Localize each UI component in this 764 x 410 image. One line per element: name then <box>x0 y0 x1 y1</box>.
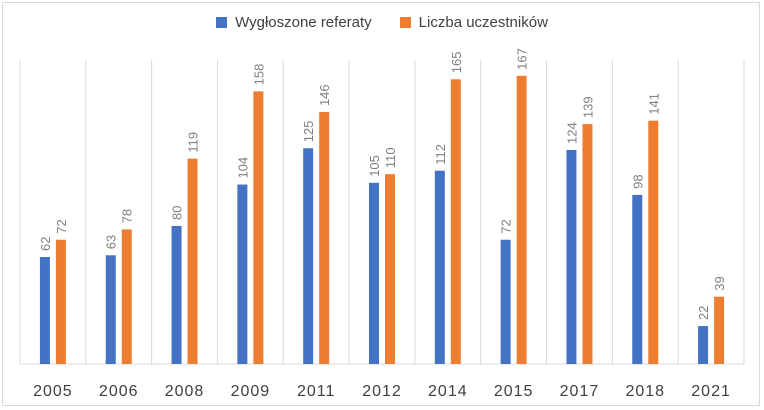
bar-2018-series-1 <box>632 194 643 364</box>
x-tick-label-2021: 2021 <box>691 383 731 400</box>
bar-2006-series-1 <box>105 255 116 364</box>
data-label-2008-series-2: 119 <box>186 132 201 153</box>
bar-2021-series-1 <box>698 326 709 364</box>
bar-2015-series-1 <box>500 239 511 364</box>
data-label-2011-series-1: 125 <box>301 121 316 143</box>
bar-2017-series-1 <box>566 150 577 364</box>
data-label-2015-series-1: 72 <box>499 219 514 233</box>
data-label-2017-series-2: 139 <box>580 96 595 118</box>
data-label-2014-series-1: 112 <box>433 144 448 165</box>
x-tick-label-2014: 2014 <box>428 383 468 400</box>
x-tick-label-2006: 2006 <box>99 383 139 400</box>
data-label-2005-series-1: 62 <box>38 237 53 251</box>
data-label-2009-series-2: 158 <box>251 64 266 86</box>
data-label-2018-series-2: 141 <box>646 93 661 115</box>
bar-2011-series-2 <box>319 112 330 364</box>
data-label-2009-series-1: 104 <box>235 157 250 179</box>
x-tick-label-2005: 2005 <box>33 383 73 400</box>
legend: Wygłoszone referaty Liczba uczestników <box>0 14 764 31</box>
bar-2014-series-1 <box>434 170 445 364</box>
data-label-2012-series-1: 105 <box>367 155 382 177</box>
legend-label-series-1: Wygłoszone referaty <box>235 14 372 31</box>
data-label-2008-series-1: 80 <box>170 205 185 219</box>
data-label-2021-series-2: 39 <box>712 276 727 290</box>
data-label-2014-series-2: 165 <box>449 52 464 74</box>
data-label-2011-series-2: 146 <box>317 84 332 106</box>
bar-2005-series-2 <box>55 239 66 364</box>
bar-2011-series-1 <box>303 148 314 364</box>
bar-2012-series-1 <box>369 182 379 364</box>
x-tick-label-2018: 2018 <box>625 383 665 400</box>
bar-2021-series-2 <box>714 296 725 364</box>
legend-swatch-series-2 <box>399 17 411 28</box>
legend-label-series-2: Liczba uczestników <box>418 14 548 31</box>
bar-2014-series-2 <box>450 79 461 364</box>
bar-2018-series-2 <box>648 120 659 364</box>
data-label-2018-series-1: 98 <box>630 174 645 188</box>
bar-2006-series-2 <box>121 229 132 364</box>
legend-item-series-1: Wygłoszone referaty <box>216 14 372 31</box>
bar-2017-series-2 <box>582 124 593 364</box>
data-label-2012-series-2: 110 <box>383 147 398 168</box>
data-label-2021-series-1: 22 <box>696 306 711 320</box>
bar-2009-series-2 <box>253 91 264 364</box>
x-tick-label-2009: 2009 <box>231 383 271 400</box>
x-tick-label-2011: 2011 <box>297 383 335 400</box>
data-label-2017-series-1: 124 <box>564 122 579 144</box>
legend-swatch-series-1 <box>216 17 228 28</box>
bar-2009-series-1 <box>237 184 248 364</box>
legend-item-series-2: Liczba uczestników <box>399 14 548 31</box>
x-tick-label-2017: 2017 <box>560 383 600 400</box>
data-label-2005-series-2: 72 <box>54 219 69 233</box>
x-tick-label-2015: 2015 <box>494 383 534 400</box>
bar-2005-series-1 <box>39 257 50 364</box>
data-label-2006-series-2: 78 <box>120 209 135 223</box>
x-tick-label-2012: 2012 <box>362 383 402 400</box>
bar-2012-series-2 <box>385 174 395 364</box>
data-label-2006-series-1: 63 <box>104 235 119 249</box>
x-tick-label-2008: 2008 <box>165 383 205 400</box>
bar-2008-series-1 <box>171 225 182 364</box>
bar-2015-series-2 <box>516 75 527 364</box>
data-label-2015-series-2: 167 <box>515 48 530 70</box>
bar-2008-series-2 <box>187 158 198 364</box>
